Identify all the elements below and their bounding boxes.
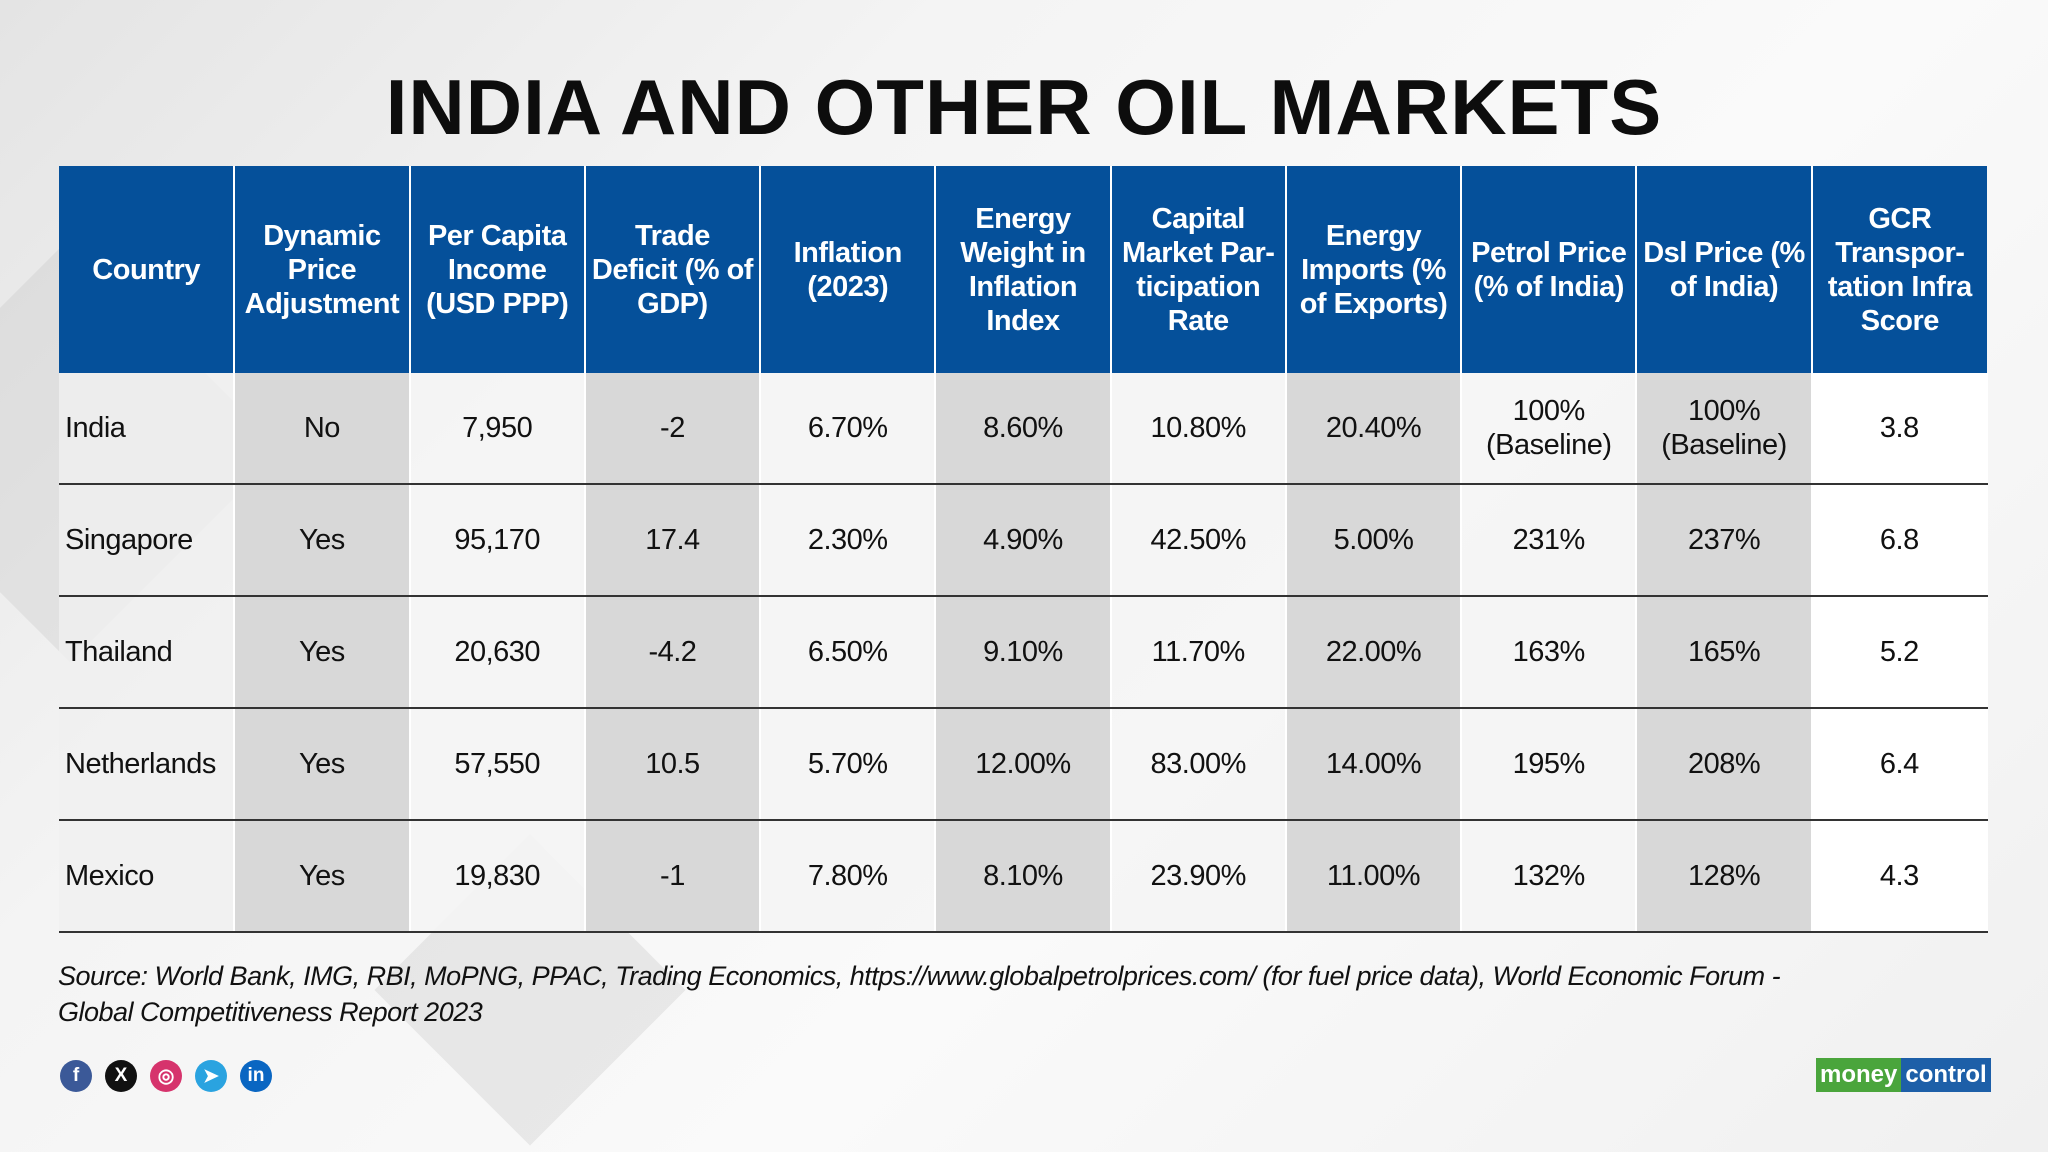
table-cell: 6.4: [1811, 708, 1989, 821]
table-cell: 8.10%: [935, 820, 1112, 933]
oil-markets-table: Country Dynamic Price Adjustment Per Capit…: [59, 166, 1989, 933]
table-cell: 19,830: [409, 820, 586, 933]
table-cell: 17.4: [584, 484, 762, 597]
table-cell: 100% (Baseline): [1636, 373, 1813, 485]
table-cell: 7.80%: [760, 820, 937, 933]
x-icon[interactable]: X: [105, 1060, 137, 1092]
table-cell: 5.2: [1811, 596, 1989, 709]
table-header-row: Country Dynamic Price Adjustment Per Capit…: [59, 166, 1987, 373]
table-cell: 12.00%: [935, 708, 1112, 821]
table-row: Thailand Yes 20,630 -4.2 6.50% 9.10% 11.70% 22.…: [59, 596, 1989, 709]
table-cell: 6.70%: [760, 373, 937, 485]
table-cell: 14.00%: [1285, 708, 1463, 821]
table-cell: 7,950: [409, 373, 586, 485]
table-cell: 231%: [1461, 484, 1638, 597]
logo-part-money: money: [1816, 1058, 1902, 1092]
column-header: Dynamic Price Adjustment: [234, 166, 411, 373]
social-links: f X ◎ ➤ in: [60, 1060, 272, 1092]
column-header: Petrol Price (% of India): [1461, 166, 1638, 373]
table-cell: 20.40%: [1285, 373, 1463, 485]
column-header: GCR Transpor-tation Infra Score: [1811, 166, 1987, 373]
instagram-icon[interactable]: ◎: [150, 1060, 182, 1092]
column-header: Capital Market Par-ticipation Rate: [1110, 166, 1287, 373]
table-row: Mexico Yes 19,830 -1 7.80% 8.10% 23.90% 11.00% 1…: [59, 820, 1989, 933]
page-title: INDIA AND OTHER OIL MARKETS: [385, 63, 1663, 151]
table-cell: 132%: [1461, 820, 1638, 933]
facebook-icon[interactable]: f: [60, 1060, 92, 1092]
country-cell: Thailand: [59, 596, 236, 709]
source-note: Source: World Bank, IMG, RBI, MoPNG, PPA…: [58, 961, 1781, 1027]
table-cell: 2.30%: [760, 484, 937, 597]
table-cell: 3.8: [1811, 373, 1989, 485]
country-cell: India: [59, 373, 236, 485]
telegram-icon[interactable]: ➤: [195, 1060, 227, 1092]
table-cell: 195%: [1461, 708, 1638, 821]
table-cell: 10.5: [584, 708, 762, 821]
table-cell: 9.10%: [935, 596, 1112, 709]
table-cell: Yes: [234, 484, 411, 597]
table-cell: 6.50%: [760, 596, 937, 709]
column-header: Country: [59, 166, 236, 373]
column-header: Energy Weight in Inflation Index: [935, 166, 1112, 373]
column-header: Inflation (2023): [760, 166, 937, 373]
table-row: Netherlands Yes 57,550 10.5 5.70% 12.00% 83.00…: [59, 708, 1989, 821]
table-cell: -1: [584, 820, 762, 933]
table-cell: -4.2: [584, 596, 762, 709]
table-cell: 10.80%: [1110, 373, 1287, 485]
table-row: India No 7,950 -2 6.70% 8.60% 10.80% 20.40% 100%…: [59, 373, 1989, 485]
table-cell: 163%: [1461, 596, 1638, 709]
table-cell: 6.8: [1811, 484, 1989, 597]
linkedin-icon[interactable]: in: [240, 1060, 272, 1092]
table-cell: 208%: [1636, 708, 1813, 821]
table-cell: 165%: [1636, 596, 1813, 709]
moneycontrol-logo: money control: [1816, 1058, 1991, 1092]
table-cell: 5.00%: [1285, 484, 1463, 597]
table-cell: 100% (Baseline): [1461, 373, 1638, 485]
table-cell: Yes: [234, 820, 411, 933]
table-cell: -2: [584, 373, 762, 485]
table-cell: Yes: [234, 708, 411, 821]
table-cell: 5.70%: [760, 708, 937, 821]
table-cell: 57,550: [409, 708, 586, 821]
table-cell: Yes: [234, 596, 411, 709]
country-cell: Singapore: [59, 484, 236, 597]
table-row: Singapore Yes 95,170 17.4 2.30% 4.90% 42.50% 5.…: [59, 484, 1989, 597]
column-header: Per Capita Income (USD PPP): [409, 166, 586, 373]
table-cell: 42.50%: [1110, 484, 1287, 597]
table-cell: No: [234, 373, 411, 485]
table-cell: 23.90%: [1110, 820, 1287, 933]
column-header: Energy Imports (% of Exports): [1285, 166, 1463, 373]
column-header: Dsl Price (% of India): [1636, 166, 1813, 373]
country-cell: Netherlands: [59, 708, 236, 821]
column-header: Trade Deficit (% of GDP): [584, 166, 762, 373]
table-cell: 20,630: [409, 596, 586, 709]
table-cell: 83.00%: [1110, 708, 1287, 821]
table-cell: 11.00%: [1285, 820, 1463, 933]
table-cell: 237%: [1636, 484, 1813, 597]
country-cell: Mexico: [59, 820, 236, 933]
logo-part-control: control: [1901, 1058, 1991, 1092]
table-cell: 4.3: [1811, 820, 1989, 933]
table-cell: 4.90%: [935, 484, 1112, 597]
table-cell: 95,170: [409, 484, 586, 597]
table-cell: 128%: [1636, 820, 1813, 933]
table-cell: 8.60%: [935, 373, 1112, 485]
table-cell: 11.70%: [1110, 596, 1287, 709]
table-cell: 22.00%: [1285, 596, 1463, 709]
